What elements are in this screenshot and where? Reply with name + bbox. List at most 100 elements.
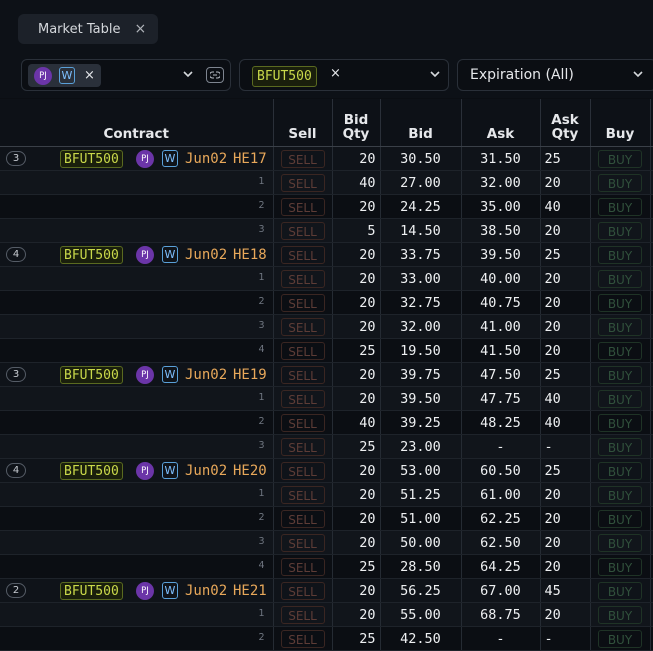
table-row[interactable]: 2 BFUT500 PJ W Jun02 HE21 SELL 20 56.25 67.00 45 BU… bbox=[0, 578, 653, 603]
contract-cell[interactable]: 3 bbox=[0, 218, 274, 243]
bid-cell[interactable]: 51.00 bbox=[380, 506, 462, 531]
table-row[interactable]: 2 SELL 40 39.25 48.25 40 BUY bbox=[0, 410, 653, 435]
sell-button[interactable]: SELL bbox=[280, 173, 325, 192]
col-ask-qty[interactable]: Ask Qty bbox=[540, 99, 591, 147]
contract-cell[interactable]: 1 bbox=[0, 386, 274, 411]
ask-cell[interactable]: 35.00 bbox=[461, 194, 541, 219]
contract-cell[interactable]: 4 bbox=[0, 338, 274, 363]
table-row[interactable]: 3 SELL 20 32.00 41.00 20 BUY bbox=[0, 314, 653, 339]
buy-button[interactable]: BUY bbox=[598, 173, 642, 192]
table-row[interactable]: 1 SELL 20 33.00 40.00 20 BUY bbox=[0, 266, 653, 291]
bid-qty-cell[interactable]: 40 bbox=[332, 170, 381, 195]
bid-qty-cell[interactable]: 20 bbox=[332, 578, 381, 603]
contract-cell[interactable]: 2 bbox=[0, 506, 274, 531]
contract-cell[interactable]: 1 bbox=[0, 602, 274, 627]
sell-button[interactable]: SELL bbox=[280, 413, 325, 432]
table-row[interactable]: 4 BFUT500 PJ W Jun02 HE20 SELL 20 53.00 60.50 25 BU… bbox=[0, 458, 653, 483]
ask-cell[interactable]: - bbox=[461, 626, 541, 651]
ask-cell[interactable]: 48.25 bbox=[461, 410, 541, 435]
contract-cell[interactable]: 3 bbox=[0, 530, 274, 555]
buy-button[interactable]: BUY bbox=[598, 269, 642, 288]
bid-cell[interactable]: 39.75 bbox=[380, 362, 462, 387]
buy-button[interactable]: BUY bbox=[598, 221, 642, 240]
contract-cell[interactable]: 2 bbox=[0, 626, 274, 651]
close-icon[interactable]: × bbox=[134, 21, 147, 37]
ask-cell[interactable]: 40.75 bbox=[461, 290, 541, 315]
depth-badge[interactable]: 2 bbox=[6, 583, 26, 598]
chevron-down-icon[interactable] bbox=[182, 68, 194, 83]
contract-cell[interactable]: 4 BFUT500 PJ W Jun02 HE18 bbox=[0, 242, 274, 267]
bid-qty-cell[interactable]: 20 bbox=[332, 290, 381, 315]
sell-button[interactable]: SELL bbox=[280, 461, 325, 480]
contract-cell[interactable]: 1 bbox=[0, 266, 274, 291]
sell-button[interactable]: SELL bbox=[280, 149, 325, 168]
ask-qty-cell[interactable]: 20 bbox=[540, 338, 591, 363]
buy-button[interactable]: BUY bbox=[598, 197, 642, 216]
buy-button[interactable]: BUY bbox=[598, 365, 642, 384]
ask-cell[interactable]: 64.25 bbox=[461, 554, 541, 579]
table-row[interactable]: 3 BFUT500 PJ W Jun02 HE17 SELL 20 30.50 31.50 25 BU… bbox=[0, 146, 653, 171]
buy-button[interactable]: BUY bbox=[598, 485, 642, 504]
table-row[interactable]: 1 SELL 40 27.00 32.00 20 BUY bbox=[0, 170, 653, 195]
contract-cell[interactable]: 2 BFUT500 PJ W Jun02 HE21 bbox=[0, 578, 274, 603]
buy-button[interactable]: BUY bbox=[598, 533, 642, 552]
ask-qty-cell[interactable]: 20 bbox=[540, 530, 591, 555]
bid-cell[interactable]: 14.50 bbox=[380, 218, 462, 243]
bid-qty-cell[interactable]: 20 bbox=[332, 146, 381, 171]
sell-button[interactable]: SELL bbox=[280, 437, 325, 456]
ask-cell[interactable]: 39.50 bbox=[461, 242, 541, 267]
table-row[interactable]: 2 SELL 25 42.50- - BUY bbox=[0, 626, 653, 651]
col-bid-qty[interactable]: Bid Qty bbox=[332, 99, 381, 147]
buy-button[interactable]: BUY bbox=[598, 149, 642, 168]
bid-qty-cell[interactable]: 20 bbox=[332, 266, 381, 291]
bid-qty-cell[interactable]: 25 bbox=[332, 338, 381, 363]
contract-cell[interactable]: 2 bbox=[0, 410, 274, 435]
bid-qty-cell[interactable]: 20 bbox=[332, 530, 381, 555]
tab-market-table[interactable]: Market Table × bbox=[18, 14, 158, 44]
bid-cell[interactable]: 39.25 bbox=[380, 410, 462, 435]
sell-button[interactable]: SELL bbox=[280, 221, 325, 240]
ask-cell[interactable]: 68.75 bbox=[461, 602, 541, 627]
ask-cell[interactable]: 61.00 bbox=[461, 482, 541, 507]
sell-button[interactable]: SELL bbox=[280, 629, 325, 648]
ask-cell[interactable]: 47.75 bbox=[461, 386, 541, 411]
contract-cell[interactable]: 1 bbox=[0, 170, 274, 195]
contract-cell[interactable]: 3 bbox=[0, 314, 274, 339]
bid-cell[interactable]: 24.25 bbox=[380, 194, 462, 219]
table-row[interactable]: 2 SELL 20 24.25 35.00 40 BUY bbox=[0, 194, 653, 219]
remove-chip-icon[interactable]: × bbox=[84, 68, 95, 83]
ask-qty-cell[interactable]: 20 bbox=[540, 266, 591, 291]
col-bid[interactable]: Bid bbox=[380, 99, 462, 147]
bid-cell[interactable]: 30.50 bbox=[380, 146, 462, 171]
ask-cell[interactable]: 60.50 bbox=[461, 458, 541, 483]
ask-qty-cell[interactable]: 20 bbox=[540, 218, 591, 243]
buy-button[interactable]: BUY bbox=[598, 557, 642, 576]
ask-cell[interactable]: 62.50 bbox=[461, 530, 541, 555]
ask-qty-cell[interactable]: 20 bbox=[540, 506, 591, 531]
table-row[interactable]: 1 SELL 20 55.00 68.75 20 BUY bbox=[0, 602, 653, 627]
ask-cell[interactable]: 41.50 bbox=[461, 338, 541, 363]
buy-button[interactable]: BUY bbox=[598, 461, 642, 480]
contract-cell[interactable]: 3 BFUT500 PJ W Jun02 HE19 bbox=[0, 362, 274, 387]
ask-cell[interactable]: 67.00 bbox=[461, 578, 541, 603]
buy-button[interactable]: BUY bbox=[598, 605, 642, 624]
ask-qty-cell[interactable]: 20 bbox=[540, 170, 591, 195]
bid-qty-cell[interactable]: 20 bbox=[332, 506, 381, 531]
table-row[interactable]: 4 BFUT500 PJ W Jun02 HE18 SELL 20 33.75 39.50 25 BU… bbox=[0, 242, 653, 267]
ask-qty-cell[interactable]: 20 bbox=[540, 290, 591, 315]
ask-cell[interactable]: 40.00 bbox=[461, 266, 541, 291]
bid-cell[interactable]: 28.50 bbox=[380, 554, 462, 579]
col-buy[interactable]: Buy bbox=[590, 99, 651, 147]
bid-qty-cell[interactable]: 5 bbox=[332, 218, 381, 243]
sell-button[interactable]: SELL bbox=[280, 245, 325, 264]
depth-badge[interactable]: 3 bbox=[6, 367, 26, 382]
bid-qty-cell[interactable]: 20 bbox=[332, 194, 381, 219]
ask-qty-cell[interactable]: 40 bbox=[540, 194, 591, 219]
sell-button[interactable]: SELL bbox=[280, 509, 325, 528]
buy-button[interactable]: BUY bbox=[598, 629, 642, 648]
sell-button[interactable]: SELL bbox=[280, 293, 325, 312]
buy-button[interactable]: BUY bbox=[598, 413, 642, 432]
contract-cell[interactable]: 2 bbox=[0, 290, 274, 315]
bid-cell[interactable]: 23.00 bbox=[380, 434, 462, 459]
bid-cell[interactable]: 56.25 bbox=[380, 578, 462, 603]
